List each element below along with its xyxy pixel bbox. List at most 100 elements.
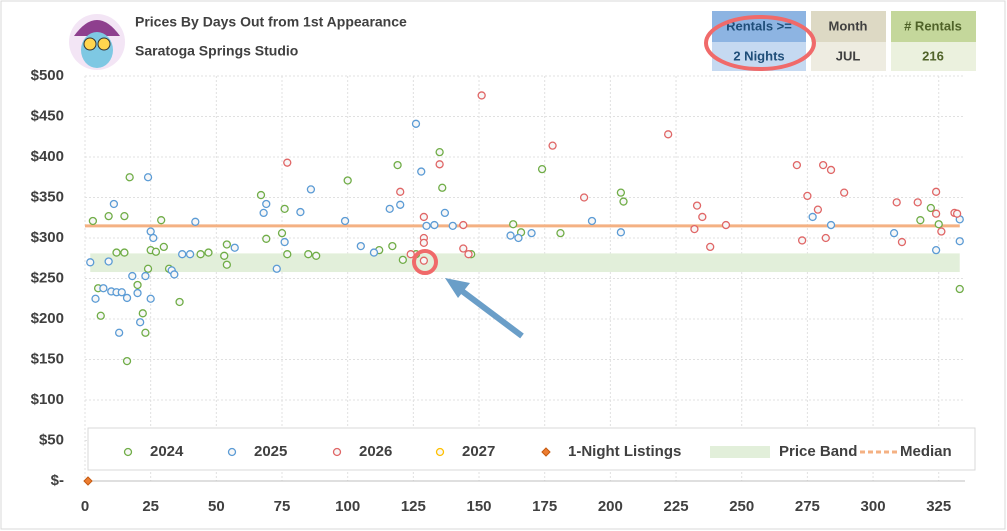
x-tick-label: 100 bbox=[335, 498, 360, 515]
point bbox=[222, 240, 232, 249]
point bbox=[143, 264, 153, 273]
x-tick-label: 175 bbox=[532, 498, 557, 515]
point bbox=[272, 264, 281, 273]
point bbox=[435, 147, 444, 157]
point bbox=[840, 188, 849, 197]
point bbox=[548, 141, 557, 150]
point bbox=[157, 216, 166, 225]
point bbox=[406, 250, 415, 259]
y-tick-label: $100 bbox=[31, 391, 64, 408]
legend-items: 2024 2025 2026 2027 1-Night Listings Price Ba… bbox=[123, 443, 952, 460]
point bbox=[138, 309, 147, 318]
point bbox=[955, 284, 964, 294]
one-night-point bbox=[83, 476, 93, 486]
x-tick-label: 200 bbox=[598, 498, 623, 515]
legend-marker bbox=[541, 447, 551, 457]
point bbox=[955, 237, 964, 246]
point bbox=[141, 328, 150, 337]
point bbox=[419, 238, 429, 248]
legend-label: 2027 bbox=[462, 443, 495, 460]
point bbox=[222, 260, 232, 269]
point bbox=[230, 243, 239, 252]
point bbox=[204, 248, 213, 257]
chart-subtitle: Saratoga Springs Studio bbox=[135, 43, 298, 59]
point bbox=[937, 227, 946, 236]
legend-marker bbox=[227, 447, 237, 457]
point bbox=[897, 237, 907, 247]
legend-label: 1-Night Listings bbox=[568, 443, 681, 460]
legend-marker bbox=[123, 447, 133, 457]
legend-label: 2024 bbox=[150, 443, 184, 460]
point bbox=[259, 208, 268, 218]
point bbox=[459, 220, 468, 230]
point bbox=[120, 248, 129, 257]
point bbox=[343, 176, 352, 185]
y-tick-label: $350 bbox=[31, 188, 64, 205]
point bbox=[934, 220, 943, 229]
point bbox=[556, 228, 565, 238]
x-tick-label: 300 bbox=[861, 498, 886, 515]
point bbox=[792, 160, 802, 170]
point bbox=[104, 257, 113, 266]
point bbox=[913, 198, 922, 207]
filter-label: Month bbox=[829, 18, 868, 33]
filter-box bbox=[891, 11, 976, 42]
point bbox=[889, 228, 899, 238]
y-tick-label: $250 bbox=[31, 269, 64, 286]
point bbox=[262, 234, 271, 243]
point bbox=[159, 242, 168, 252]
point bbox=[892, 198, 901, 207]
point bbox=[411, 119, 421, 128]
point bbox=[464, 250, 473, 259]
point bbox=[220, 251, 229, 260]
point bbox=[99, 284, 108, 293]
point bbox=[509, 220, 518, 229]
legend-marker bbox=[332, 447, 342, 457]
point bbox=[178, 250, 187, 259]
point bbox=[721, 220, 731, 230]
y-tick-label: $300 bbox=[31, 229, 64, 246]
point bbox=[356, 241, 365, 251]
x-tick-label: 275 bbox=[795, 498, 820, 515]
highlight-circle bbox=[412, 249, 438, 275]
point bbox=[616, 188, 626, 197]
x-tick-label: 250 bbox=[729, 498, 754, 515]
point bbox=[698, 212, 707, 222]
logo bbox=[69, 14, 125, 70]
filter-box[interactable] bbox=[811, 42, 886, 71]
filter-value[interactable]: JUL bbox=[836, 48, 861, 63]
y-tick-label: $50 bbox=[39, 431, 64, 448]
point bbox=[797, 236, 807, 245]
point bbox=[369, 248, 379, 257]
point bbox=[818, 160, 828, 170]
point bbox=[146, 294, 155, 303]
point bbox=[120, 211, 129, 221]
point bbox=[277, 228, 287, 238]
filter-value[interactable]: 2 Nights bbox=[733, 48, 784, 63]
point bbox=[393, 160, 402, 170]
point bbox=[506, 231, 515, 240]
point bbox=[692, 201, 702, 210]
point bbox=[104, 211, 113, 221]
legend-label: Median bbox=[900, 443, 952, 460]
point bbox=[112, 248, 121, 257]
x-tick-label: 325 bbox=[926, 498, 951, 515]
point bbox=[931, 187, 941, 196]
arrow-head bbox=[445, 278, 470, 298]
point bbox=[587, 216, 597, 226]
x-tick-label: 75 bbox=[274, 498, 291, 515]
y-tick-label: $400 bbox=[31, 148, 64, 165]
point bbox=[88, 216, 98, 226]
point bbox=[114, 328, 124, 337]
point bbox=[304, 250, 313, 259]
point bbox=[419, 256, 429, 265]
point bbox=[149, 233, 158, 243]
point bbox=[175, 297, 184, 307]
point bbox=[86, 258, 95, 267]
point bbox=[133, 288, 142, 298]
point bbox=[151, 247, 161, 256]
legend bbox=[87, 427, 976, 471]
point bbox=[821, 233, 830, 243]
point bbox=[196, 250, 205, 259]
point bbox=[440, 208, 450, 218]
